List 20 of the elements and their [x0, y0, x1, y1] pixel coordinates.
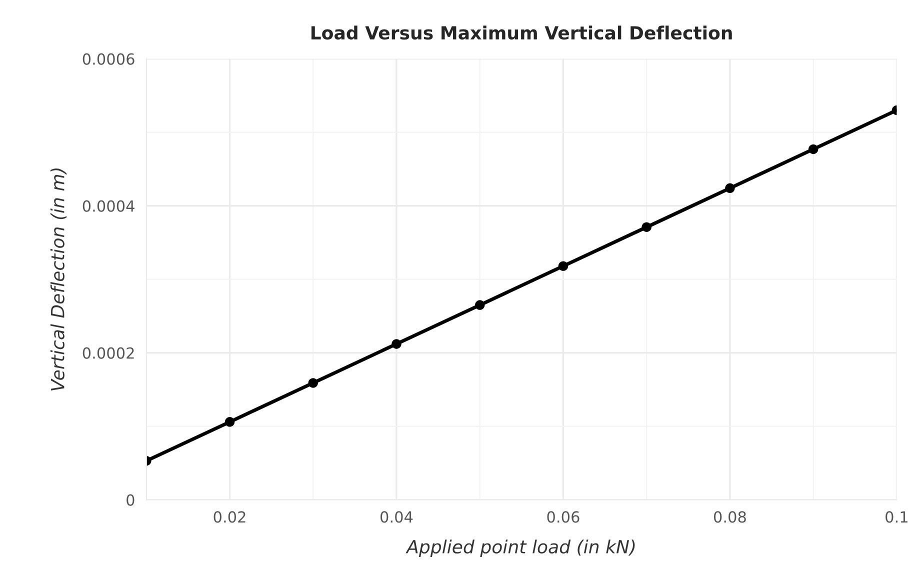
point [224, 417, 235, 427]
x-tick-label: 0.02 [214, 511, 246, 523]
x-axis-title: Applied point load (in kN) [406, 540, 635, 558]
point [475, 300, 485, 310]
point [808, 144, 818, 154]
y-tick-label: 0.0006 [82, 53, 134, 65]
y-tick-label: 0.0002 [82, 347, 134, 359]
y-tick-label: 0 [126, 494, 134, 506]
x-tick-label: 0.08 [714, 511, 746, 523]
point [392, 339, 402, 349]
x-tick-label: 0.04 [380, 511, 413, 523]
point [725, 183, 735, 194]
x-tick-label: 0.1 [886, 511, 908, 523]
y-axis-title: Vertical Deflection (in m) [50, 168, 67, 391]
point [558, 261, 568, 271]
y-tick-label: 0.0004 [82, 200, 134, 212]
point [308, 378, 318, 388]
point [642, 222, 652, 232]
x-tick-label: 0.06 [547, 511, 580, 523]
chart-title: Load Versus Maximum Vertical Deflection [311, 26, 732, 40]
